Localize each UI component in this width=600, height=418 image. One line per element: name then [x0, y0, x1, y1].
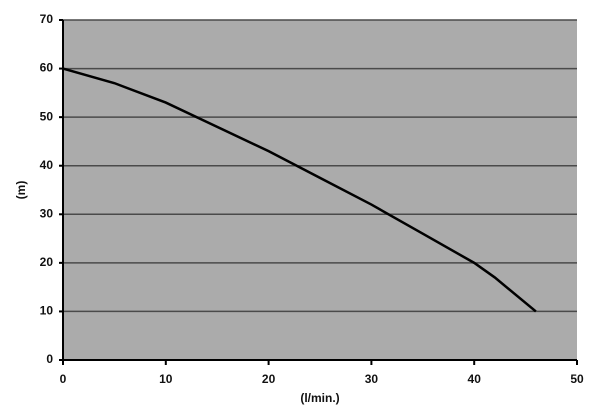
y-tick-label: 50 — [40, 109, 54, 123]
y-tick-label: 30 — [40, 206, 54, 220]
x-tick-label: 40 — [468, 372, 482, 386]
x-tick-label: 10 — [159, 372, 173, 386]
x-tick-label: 30 — [365, 372, 379, 386]
x-axis-label: (l/min.) — [300, 391, 339, 405]
plot-area — [63, 20, 577, 360]
x-tick-label: 20 — [262, 372, 276, 386]
y-axis-label: (m) — [14, 181, 28, 200]
y-tick-label: 70 — [40, 12, 54, 26]
y-tick-label: 40 — [40, 158, 54, 172]
x-tick-label: 50 — [570, 372, 584, 386]
y-tick-label: 10 — [40, 304, 54, 318]
x-tick-label: 0 — [60, 372, 67, 386]
y-tick-label: 20 — [40, 255, 54, 269]
y-tick-label: 0 — [46, 352, 53, 366]
line-series — [62, 67, 537, 313]
y-tick-label: 60 — [40, 61, 54, 75]
